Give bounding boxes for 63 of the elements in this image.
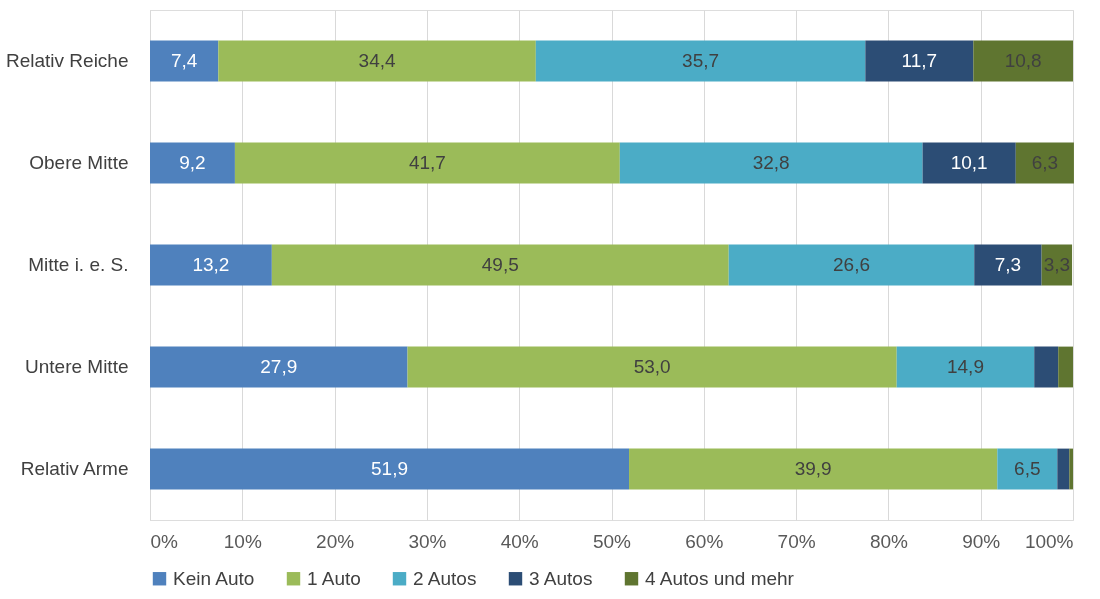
y-tick-label: Obere Mitte <box>29 152 129 173</box>
data-label: 26,6 <box>832 254 870 275</box>
legend-label: 4 Autos und mehr <box>645 567 795 589</box>
data-label: 13,2 <box>192 254 230 275</box>
x-tick-label: 50% <box>592 530 632 552</box>
x-tick-label: 40% <box>500 530 539 552</box>
bar <box>865 40 974 82</box>
bar <box>218 40 536 82</box>
legend-label: 2 Autos <box>413 567 477 589</box>
y-tick-label: Mitte i. e. S. <box>28 254 129 275</box>
x-tick-label: 100% <box>1024 530 1074 552</box>
data-label: 9,2 <box>179 152 206 173</box>
bar <box>922 142 1016 184</box>
bar <box>1057 448 1070 490</box>
data-label: 51,9 <box>371 458 409 479</box>
legend-label: 3 Autos <box>529 567 593 589</box>
data-label: 53,0 <box>633 356 671 377</box>
bar <box>629 448 998 490</box>
x-tick-label: 90% <box>962 530 1001 552</box>
x-tick-label: 80% <box>869 530 909 552</box>
bar <box>271 244 729 286</box>
x-tick-label: 70% <box>777 530 816 552</box>
bar <box>1015 142 1074 184</box>
x-tick-label: 0% <box>150 530 179 552</box>
bar <box>728 244 975 286</box>
bar <box>407 346 897 388</box>
bar <box>1058 346 1073 388</box>
bar <box>619 142 923 184</box>
y-tick-label: Relativ Reiche <box>6 50 129 71</box>
data-label: 11,7 <box>901 50 938 71</box>
legend-label: Kein Auto <box>173 567 255 589</box>
data-label: 34,4 <box>358 50 396 71</box>
x-tick-label: 30% <box>408 530 447 552</box>
data-label: 41,7 <box>408 152 446 173</box>
bar <box>974 244 1042 286</box>
bar <box>150 40 219 82</box>
data-label: 32,8 <box>752 152 790 173</box>
y-tick-label: Relativ Arme <box>20 458 129 479</box>
bar <box>973 40 1073 82</box>
data-label: 14,9 <box>946 356 984 377</box>
bar <box>535 40 866 82</box>
bar <box>997 448 1058 490</box>
data-label: 10,1 <box>950 152 988 173</box>
bar <box>234 142 620 184</box>
x-tick-label: 20% <box>316 530 355 552</box>
data-label: 6,5 <box>1014 458 1041 479</box>
bar <box>150 448 630 490</box>
bar <box>150 244 272 286</box>
y-tick-label: Untere Mitte <box>25 356 129 377</box>
bar <box>1069 448 1073 490</box>
data-label: 35,7 <box>682 50 720 71</box>
x-tick-label: 10% <box>223 530 262 552</box>
bar <box>1034 346 1059 388</box>
data-label: 49,5 <box>481 254 519 275</box>
data-label: 39,9 <box>794 458 832 479</box>
legend-label: 1 Auto <box>307 567 361 589</box>
bar <box>150 142 235 184</box>
data-label: 7,3 <box>994 254 1022 275</box>
x-tick-label: 60% <box>685 530 724 552</box>
bar <box>150 346 408 388</box>
bar <box>896 346 1035 388</box>
data-label: 7,4 <box>170 50 198 71</box>
data-label: 27,9 <box>260 356 298 377</box>
